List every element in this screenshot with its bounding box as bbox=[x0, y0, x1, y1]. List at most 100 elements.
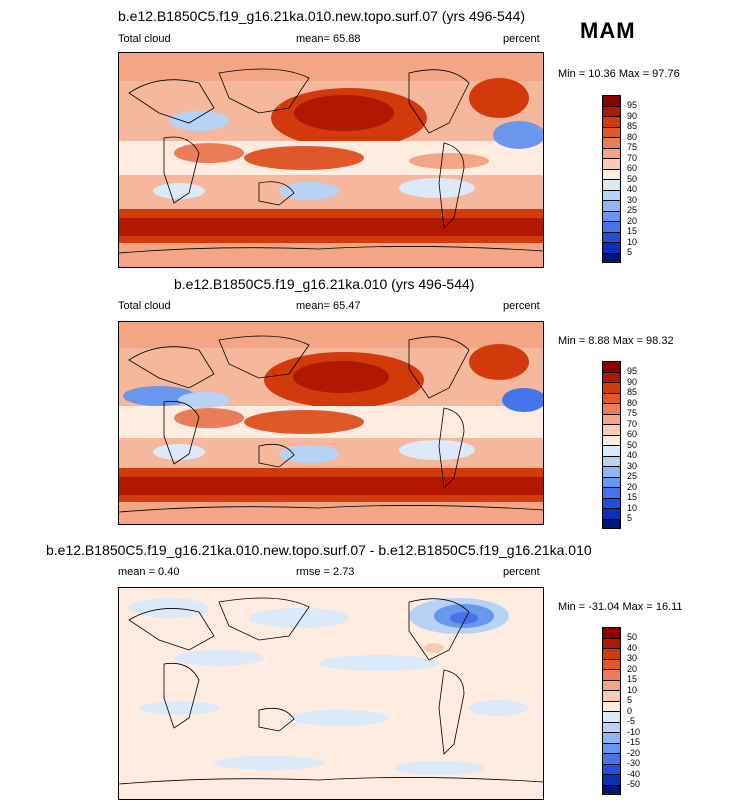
colorbar-box bbox=[602, 392, 621, 403]
colorbar-label: 50 bbox=[627, 632, 638, 642]
panel-2-map-svg bbox=[119, 322, 543, 524]
colorbar-box bbox=[602, 242, 621, 253]
colorbar-label: 15 bbox=[627, 226, 638, 236]
colorbar-box bbox=[602, 382, 621, 393]
colorbar-box bbox=[602, 763, 621, 774]
colorbar-box bbox=[602, 445, 621, 456]
colorbar-box bbox=[602, 424, 621, 435]
colorbar-label: -30 bbox=[627, 758, 641, 768]
colorbar-box bbox=[602, 518, 621, 529]
panel-1-mean-label: mean= 65.88 bbox=[296, 33, 361, 45]
colorbar-label: 50 bbox=[627, 439, 638, 450]
colorbar-box bbox=[602, 669, 621, 680]
season-label: MAM bbox=[580, 18, 636, 43]
colorbar-label: -5 bbox=[627, 716, 636, 726]
colorbar-label: 70 bbox=[627, 418, 638, 429]
colorbar-label: 20 bbox=[627, 215, 638, 226]
colorbar-box bbox=[602, 476, 621, 487]
panel-1-units-label: percent bbox=[503, 33, 540, 45]
colorbar-box bbox=[602, 95, 621, 106]
colorbar-box bbox=[602, 189, 621, 200]
colorbar-label: 85 bbox=[627, 387, 638, 397]
colorbar-label: 30 bbox=[627, 194, 638, 205]
colorbar-box bbox=[602, 732, 621, 743]
colorbar-label: 75 bbox=[627, 142, 638, 152]
colorbar-label: -50 bbox=[627, 779, 641, 789]
colorbar-label: 10 bbox=[627, 502, 638, 513]
colorbar-box bbox=[602, 711, 621, 722]
colorbar-label: 95 bbox=[627, 100, 638, 110]
colorbar-box bbox=[602, 742, 621, 753]
colorbar-label: 20 bbox=[627, 481, 638, 492]
colorbar-label: -15 bbox=[627, 737, 641, 747]
colorbar-label: 90 bbox=[627, 110, 638, 121]
panel-3-map bbox=[118, 587, 544, 800]
colorbar-box bbox=[602, 434, 621, 445]
colorbar-label: 70 bbox=[627, 152, 638, 163]
colorbar-label: 40 bbox=[627, 184, 638, 194]
colorbar-label: 5 bbox=[627, 247, 633, 257]
panel-1-minmax: Min = 10.36 Max = 97.76 bbox=[558, 68, 680, 80]
colorbar-box bbox=[602, 627, 621, 638]
colorbar-box bbox=[602, 147, 621, 158]
panel-2-units-label: percent bbox=[503, 300, 540, 312]
panel-2-title: b.e12.B1850C5.f19_g16.21ka.010 (yrs 496-… bbox=[174, 276, 475, 292]
panel-3-mean-label: mean = 0.40 bbox=[118, 566, 180, 578]
colorbar-label: 80 bbox=[627, 397, 638, 408]
colorbar-box bbox=[602, 637, 621, 648]
panel-3-minmax: Min = -31.04 Max = 16.11 bbox=[558, 601, 683, 613]
colorbar-box bbox=[602, 158, 621, 169]
colorbar-box bbox=[602, 466, 621, 477]
colorbar-box bbox=[602, 231, 621, 242]
panel-2-map bbox=[118, 321, 544, 525]
colorbar-box bbox=[602, 679, 621, 690]
colorbar-label: -40 bbox=[627, 768, 641, 779]
panel-2-minmax: Min = 8.88 Max = 98.32 bbox=[558, 335, 674, 347]
colorbar-box bbox=[602, 648, 621, 659]
colorbar-box bbox=[602, 753, 621, 764]
colorbar-box bbox=[602, 210, 621, 221]
colorbar-label: 90 bbox=[627, 376, 638, 387]
colorbar-box bbox=[602, 658, 621, 669]
colorbar-box bbox=[602, 126, 621, 137]
panel-3-map-svg bbox=[119, 588, 543, 799]
colorbar-box bbox=[602, 497, 621, 508]
colorbar-label: 40 bbox=[627, 642, 638, 653]
colorbar-box bbox=[602, 137, 621, 148]
panel-2-mean-label: mean= 65.47 bbox=[296, 300, 361, 312]
colorbar-box bbox=[602, 371, 621, 382]
colorbar-label: 75 bbox=[627, 408, 638, 418]
colorbar-box bbox=[602, 721, 621, 732]
colorbar-box bbox=[602, 774, 621, 785]
panel-3-title: b.e12.B1850C5.f19_g16.21ka.010.new.topo.… bbox=[46, 542, 592, 558]
panel-1-colorbar: 95 90 85 80 75 70 60 50 40 30 25 20 15 10 5 bbox=[602, 95, 652, 263]
colorbar-label: 40 bbox=[627, 450, 638, 460]
colorbar-label: 5 bbox=[627, 695, 633, 705]
colorbar-box bbox=[602, 487, 621, 498]
panel-1-map-svg bbox=[119, 53, 543, 267]
colorbar-box bbox=[602, 784, 621, 795]
colorbar-label: 85 bbox=[627, 121, 638, 131]
colorbar-box bbox=[602, 690, 621, 701]
colorbar-label: 30 bbox=[627, 460, 638, 471]
colorbar-label: 95 bbox=[627, 366, 638, 376]
panel-3-units-label: percent bbox=[503, 566, 540, 578]
colorbar-box bbox=[602, 403, 621, 414]
panel-2-variable-label: Total cloud bbox=[118, 300, 171, 312]
colorbar-label: 20 bbox=[627, 663, 638, 674]
colorbar-box bbox=[602, 168, 621, 179]
panel-1-variable-label: Total cloud bbox=[118, 33, 171, 45]
colorbar-label: 50 bbox=[627, 173, 638, 184]
colorbar-label: 15 bbox=[627, 674, 638, 684]
colorbar-box bbox=[602, 700, 621, 711]
colorbar-label: 30 bbox=[627, 653, 638, 663]
colorbar-box bbox=[602, 413, 621, 424]
colorbar-label: 60 bbox=[627, 163, 638, 173]
colorbar-box bbox=[602, 455, 621, 466]
colorbar-box bbox=[602, 105, 621, 116]
colorbar-label: 10 bbox=[627, 236, 638, 247]
colorbar-label: 15 bbox=[627, 492, 638, 502]
colorbar-box bbox=[602, 116, 621, 127]
colorbar-label: -10 bbox=[627, 726, 641, 737]
colorbar-label: 5 bbox=[627, 513, 633, 523]
